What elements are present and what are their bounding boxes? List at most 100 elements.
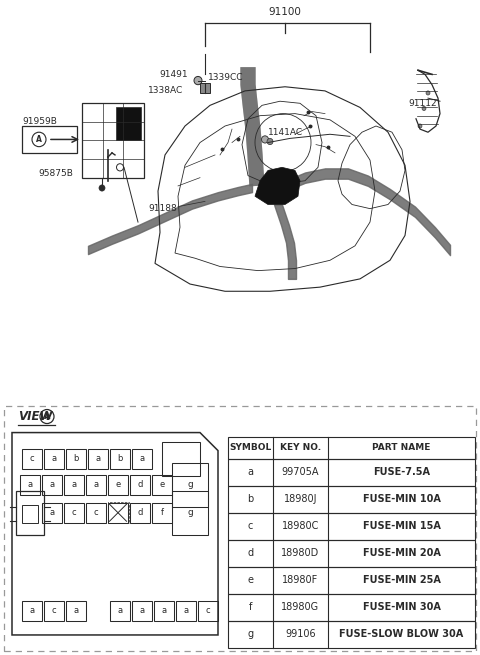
Text: 18980D: 18980D (281, 548, 320, 558)
Text: e: e (248, 575, 253, 586)
Text: 99705A: 99705A (282, 467, 319, 477)
Text: a: a (29, 607, 35, 616)
Bar (88, 449, 108, 468)
Bar (228, 458, 475, 485)
Bar (42, 502, 62, 523)
Circle shape (267, 138, 273, 145)
Bar (82, 103, 144, 178)
Text: a: a (161, 607, 167, 616)
Text: a: a (183, 607, 189, 616)
Bar (176, 601, 196, 621)
Bar (228, 621, 475, 648)
Text: c: c (94, 508, 98, 517)
Bar (44, 449, 64, 468)
Text: FUSE-MIN 25A: FUSE-MIN 25A (362, 575, 441, 586)
Text: 18980C: 18980C (282, 521, 319, 531)
Text: c: c (206, 607, 210, 616)
Text: b: b (117, 454, 123, 463)
Text: FUSE-MIN 30A: FUSE-MIN 30A (362, 603, 441, 612)
Text: a: a (248, 467, 253, 477)
Bar (22, 601, 42, 621)
Bar (110, 601, 130, 621)
Text: 1141AC: 1141AC (268, 128, 303, 137)
Text: 1338AC: 1338AC (148, 86, 183, 96)
Text: c: c (52, 607, 56, 616)
Text: c: c (30, 454, 34, 463)
Text: PART NAME: PART NAME (372, 443, 431, 452)
Text: 91112: 91112 (408, 99, 437, 108)
Circle shape (99, 185, 105, 191)
Circle shape (262, 136, 268, 143)
Text: a: a (94, 480, 98, 489)
Bar (42, 475, 62, 495)
Text: a: a (96, 454, 101, 463)
Text: c: c (248, 521, 253, 531)
Bar (108, 502, 128, 523)
Bar (66, 601, 86, 621)
Bar (132, 449, 152, 468)
Text: A: A (36, 135, 42, 144)
Bar (172, 462, 208, 507)
Bar (228, 513, 475, 540)
Text: a: a (73, 607, 79, 616)
Text: VIEW: VIEW (18, 410, 52, 423)
Text: a: a (49, 480, 55, 489)
Bar (22, 449, 42, 468)
Bar (108, 475, 128, 495)
Text: f: f (249, 603, 252, 612)
Text: FUSE-MIN 15A: FUSE-MIN 15A (362, 521, 441, 531)
Polygon shape (255, 167, 300, 204)
Circle shape (418, 124, 422, 128)
Text: a: a (51, 454, 57, 463)
Circle shape (422, 106, 426, 111)
Text: f: f (160, 508, 164, 517)
Bar (152, 502, 172, 523)
Text: a: a (139, 454, 144, 463)
Bar (86, 502, 106, 523)
Bar (228, 485, 475, 513)
Bar (152, 475, 172, 495)
Text: 91491: 91491 (159, 70, 188, 79)
Text: 18980F: 18980F (282, 575, 319, 586)
Text: c: c (72, 508, 76, 517)
Bar (132, 601, 152, 621)
Text: 95875B: 95875B (38, 169, 73, 178)
Text: FUSE-7.5A: FUSE-7.5A (373, 467, 430, 477)
Text: g: g (187, 480, 193, 489)
Text: a: a (49, 508, 55, 517)
Bar (228, 594, 475, 621)
Text: 99106: 99106 (285, 629, 316, 639)
Text: 91959B: 91959B (22, 117, 57, 126)
Text: FUSE-SLOW BLOW 30A: FUSE-SLOW BLOW 30A (339, 629, 464, 639)
Text: 18980J: 18980J (284, 495, 317, 504)
Bar (44, 601, 64, 621)
Circle shape (426, 91, 430, 95)
Text: a: a (27, 480, 33, 489)
Bar (172, 491, 208, 534)
Bar (66, 449, 86, 468)
Text: KEY NO.: KEY NO. (280, 443, 321, 452)
Bar (162, 441, 200, 476)
Text: e: e (159, 480, 165, 489)
Text: 18980G: 18980G (281, 603, 320, 612)
Text: g: g (247, 629, 253, 639)
Bar (228, 567, 475, 594)
Bar (130, 475, 150, 495)
Text: 1339CC: 1339CC (208, 73, 243, 82)
Bar (64, 475, 84, 495)
Bar (16, 491, 44, 534)
Text: b: b (247, 495, 253, 504)
Text: 91100: 91100 (269, 7, 301, 18)
Bar (64, 502, 84, 523)
Text: FUSE-MIN 20A: FUSE-MIN 20A (362, 548, 441, 558)
Text: a: a (139, 607, 144, 616)
Bar (108, 502, 129, 523)
Bar (86, 475, 106, 495)
Text: d: d (137, 508, 143, 517)
Bar (22, 505, 38, 523)
Text: a: a (118, 607, 122, 616)
Bar (154, 601, 174, 621)
Bar (228, 437, 475, 458)
Bar (22, 126, 77, 153)
Text: a: a (72, 480, 77, 489)
